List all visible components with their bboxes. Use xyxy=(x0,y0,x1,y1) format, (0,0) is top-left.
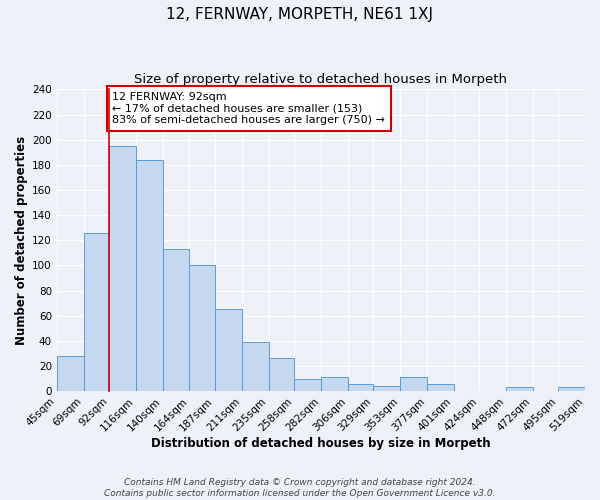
Bar xyxy=(558,388,585,391)
Bar xyxy=(347,384,373,391)
Bar xyxy=(109,146,136,391)
Bar xyxy=(427,384,454,391)
Bar xyxy=(242,342,269,391)
Bar xyxy=(136,160,163,391)
Bar xyxy=(163,249,190,391)
Bar xyxy=(321,378,347,391)
Title: Size of property relative to detached houses in Morpeth: Size of property relative to detached ho… xyxy=(134,72,508,86)
Bar xyxy=(269,358,294,391)
Bar xyxy=(373,386,400,391)
Text: 12 FERNWAY: 92sqm
← 17% of detached houses are smaller (153)
83% of semi-detache: 12 FERNWAY: 92sqm ← 17% of detached hous… xyxy=(112,92,385,125)
X-axis label: Distribution of detached houses by size in Morpeth: Distribution of detached houses by size … xyxy=(151,437,491,450)
Bar xyxy=(215,310,242,391)
Bar xyxy=(294,378,321,391)
Text: 12, FERNWAY, MORPETH, NE61 1XJ: 12, FERNWAY, MORPETH, NE61 1XJ xyxy=(167,8,433,22)
Bar xyxy=(190,266,215,391)
Bar xyxy=(57,356,83,391)
Bar xyxy=(400,378,427,391)
Bar xyxy=(506,388,533,391)
Y-axis label: Number of detached properties: Number of detached properties xyxy=(15,136,28,345)
Bar xyxy=(83,232,109,391)
Text: Contains HM Land Registry data © Crown copyright and database right 2024.
Contai: Contains HM Land Registry data © Crown c… xyxy=(104,478,496,498)
